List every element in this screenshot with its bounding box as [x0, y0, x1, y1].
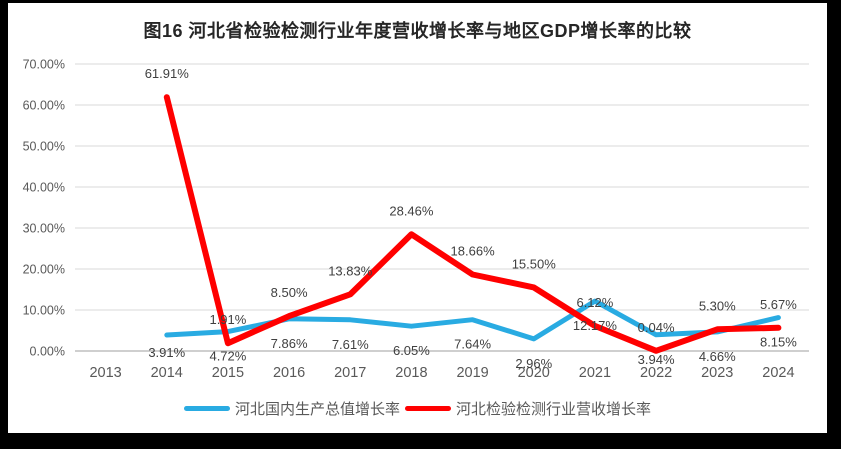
x-tick-label: 2023: [701, 365, 733, 381]
x-tick-label: 2015: [212, 365, 244, 381]
x-tick-label: 2014: [151, 365, 183, 381]
y-tick-label: 30.00%: [23, 222, 65, 236]
data-label-revenue-2015: 1.91%: [209, 312, 246, 327]
legend-label-gdp: 河北国内生产总值增长率: [234, 401, 400, 418]
x-tick-label: 2013: [89, 365, 121, 381]
data-label-gdp-2023: 4.66%: [699, 349, 736, 364]
x-tick-label: 2019: [456, 365, 488, 381]
x-tick-label: 2020: [518, 365, 550, 381]
data-label-gdp-2019: 7.64%: [454, 337, 491, 352]
data-label-gdp-2024: 8.15%: [760, 335, 797, 350]
data-label-gdp-2018: 6.05%: [393, 343, 430, 358]
data-label-revenue-2020: 15.50%: [512, 256, 557, 271]
y-tick-label: 50.00%: [23, 140, 65, 154]
series-line-revenue: [163, 94, 782, 354]
x-tick-label: 2016: [273, 365, 305, 381]
y-tick-label: 60.00%: [23, 99, 65, 113]
y-tick-label: 10.00%: [23, 304, 65, 318]
chart-panel: 图16 河北省检验检测行业年度营收增长率与地区GDP增长率的比较 0.00% 10…: [8, 3, 827, 433]
data-label-gdp-2020: 2.96%: [515, 356, 552, 371]
data-label-revenue-2024: 5.67%: [760, 297, 797, 312]
line-chart: 0.00% 10.00% 20.00% 30.00% 40.00% 50.00% 60.00…: [23, 58, 809, 381]
y-tick-label: 70.00%: [23, 58, 65, 72]
chart-title: 图16 河北省检验检测行业年度营收增长率与地区GDP增长率的比较: [143, 21, 692, 41]
y-tick-label: 0.00%: [30, 345, 65, 359]
data-label-gdp-2014: 3.91%: [148, 345, 185, 360]
data-label-revenue-2022: 0.04%: [638, 320, 675, 335]
data-label-revenue-2016: 8.50%: [271, 285, 308, 300]
data-label-revenue-2019: 18.66%: [451, 243, 496, 258]
x-tick-label: 2018: [395, 365, 427, 381]
x-tick-label: 2017: [334, 365, 366, 381]
x-tick-label: 2021: [579, 365, 611, 381]
x-tick-label: 2024: [762, 365, 794, 381]
y-tick-label: 20.00%: [23, 263, 65, 277]
legend-label-revenue: 河北检验检测行业营收增长率: [456, 401, 652, 418]
legend-line-gdp-icon: [183, 406, 230, 411]
data-label-revenue-2021: 6.12%: [576, 295, 613, 310]
data-label-gdp-2016: 7.86%: [271, 336, 308, 351]
legend-line-revenue-icon: [405, 406, 451, 411]
data-label-gdp-2022: 3.94%: [638, 352, 675, 367]
data-label-revenue-2018: 28.46%: [389, 203, 434, 218]
data-label-gdp-2017: 7.61%: [332, 337, 369, 352]
series-line-gdp: [164, 298, 781, 342]
data-label-revenue-2017: 13.83%: [328, 263, 373, 278]
x-tick-label: 2022: [640, 365, 672, 381]
data-label-revenue-2023: 5.30%: [699, 298, 736, 313]
legend: 河北国内生产总值增长率 河北检验检测行业营收增长率: [8, 398, 827, 419]
data-label-revenue-2014: 61.91%: [145, 66, 190, 81]
y-tick-label: 40.00%: [23, 181, 65, 195]
data-label-gdp-2021: 12.17%: [573, 318, 618, 333]
data-label-gdp-2015: 4.72%: [209, 349, 246, 364]
